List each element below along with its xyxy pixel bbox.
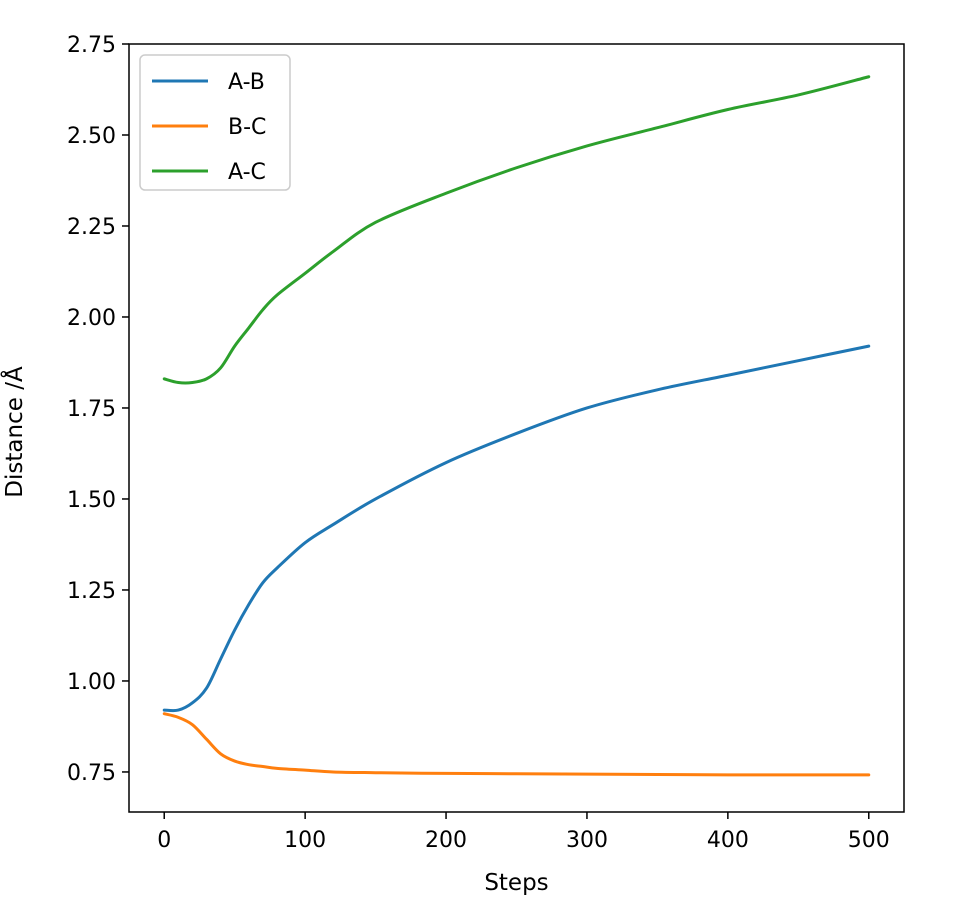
y-axis-title: Distance /Å [0, 366, 28, 498]
x-tick-label: 100 [284, 828, 326, 853]
y-tick-label: 1.75 [67, 397, 116, 422]
y-axis-ticks: 0.75 1.00 1.25 1.50 1.75 2.00 2.25 2.50 2.75 [67, 33, 129, 786]
y-tick-label: 2.25 [67, 215, 116, 240]
x-axis-title: Steps [484, 870, 548, 896]
y-tick-label: 1.00 [67, 670, 116, 695]
legend-label-a-c: A-C [228, 160, 266, 185]
series-line-a-b [162, 344, 871, 713]
x-tick-label: 300 [566, 828, 608, 853]
y-tick-label: 1.25 [67, 579, 116, 604]
y-tick-label: 1.50 [67, 488, 116, 513]
axes-frame [128, 43, 905, 813]
legend-label-b-c: B-C [228, 115, 266, 140]
x-axis-ticks: 0 100 200 300 400 500 [157, 812, 890, 853]
legend: A-B B-C A-C [139, 54, 291, 191]
y-tick-label: 2.75 [67, 33, 116, 58]
x-tick-label: 400 [707, 828, 749, 853]
y-tick-label: 0.75 [67, 761, 116, 786]
series-line-b-c [162, 712, 871, 777]
x-tick-label: 500 [848, 828, 890, 853]
series-layer [162, 75, 871, 777]
series-line-a-c [162, 75, 871, 385]
x-tick-label: 200 [425, 828, 467, 853]
legend-label-a-b: A-B [228, 70, 265, 95]
y-tick-label: 2.00 [67, 306, 116, 331]
y-tick-label: 2.50 [67, 124, 116, 149]
x-tick-label: 0 [157, 828, 171, 853]
legend-box [139, 54, 291, 191]
